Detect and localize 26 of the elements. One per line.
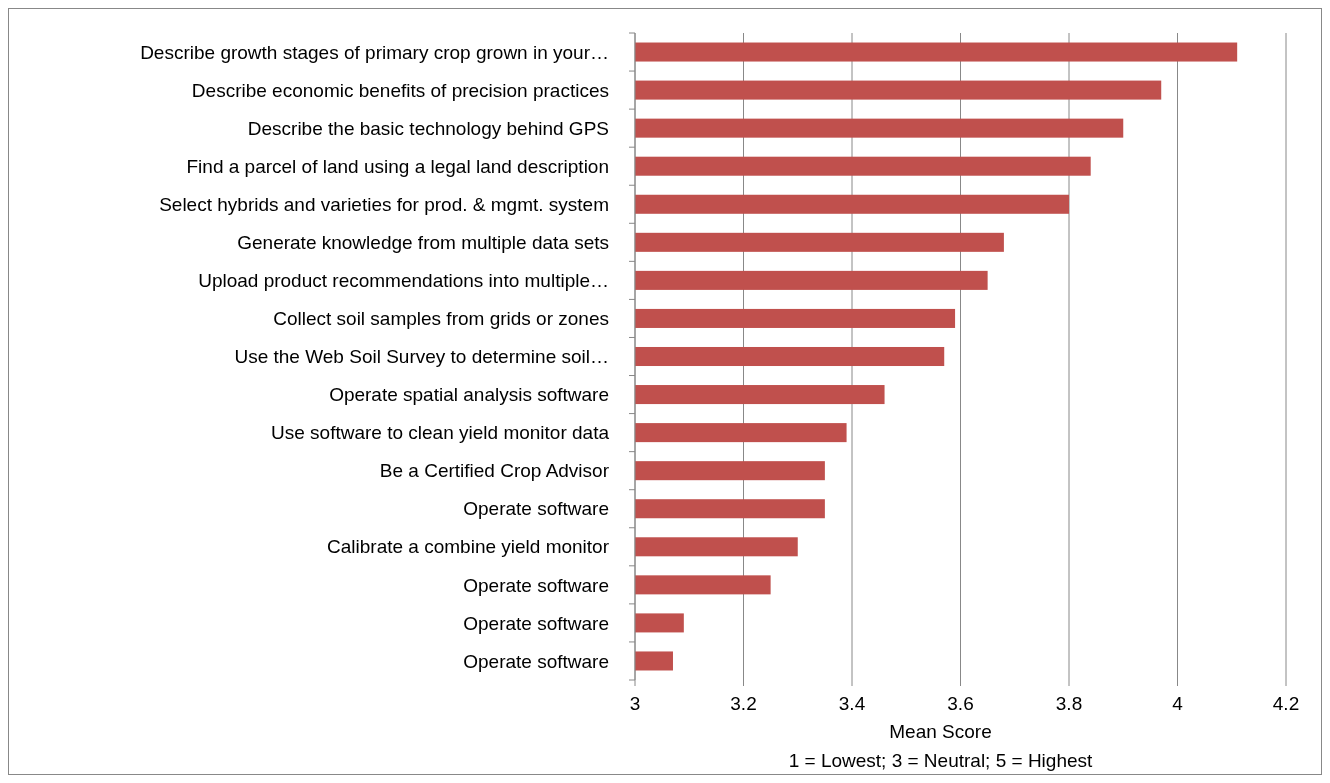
y-tick-label: Operate spatial analysis software	[329, 384, 609, 406]
x-tick-label: 4	[1172, 693, 1184, 714]
y-tick-label: Use software to clean yield monitor data	[271, 422, 610, 444]
text: 1 = Lowest; 3 = Neutral; 5 = Highest	[788, 750, 1094, 771]
x-tick-label: 3.6	[947, 693, 974, 714]
y-tick-label: Generate knowledge from multiple data sets	[237, 231, 609, 253]
y-tick-label: Find a parcel of land using a legal land description	[186, 155, 609, 177]
x-tick-label: 3.4	[838, 693, 866, 714]
y-tick-label: Operate software	[463, 612, 609, 634]
y-tick-label: Use the Web Soil Survey to determine soil…	[234, 346, 609, 368]
y-tick-label: Describe economic benefits of precision practices	[191, 79, 609, 101]
y-tick-label: Describe growth stages of primary crop grown in your…	[140, 41, 609, 63]
y-tick-label: Describe the basic technology behind GPS	[247, 117, 609, 139]
y-tick-label: Be a Certified Crop Advisor	[379, 460, 610, 482]
y-tick-label: Operate software	[463, 574, 609, 596]
y-tick-label: Select hybrids and varieties for prod. & mgmt. system	[159, 193, 609, 215]
x-tick-label: 3	[629, 693, 641, 714]
y-tick-label: Operate software	[463, 498, 609, 520]
y-tick-label: Upload product recommendations into multiple…	[198, 270, 609, 292]
x-tick-label: 4.2	[1272, 693, 1300, 714]
x-tick-label: 3.8	[1055, 693, 1083, 714]
y-tick-label: Calibrate a combine yield monitor	[327, 536, 610, 558]
x-axis-title: Mean Score	[889, 721, 992, 742]
y-tick-label: Collect soil samples from grids or zones	[273, 308, 609, 330]
y-tick-label: Operate software	[463, 650, 609, 672]
x-tick-label: 3.2	[730, 693, 757, 714]
